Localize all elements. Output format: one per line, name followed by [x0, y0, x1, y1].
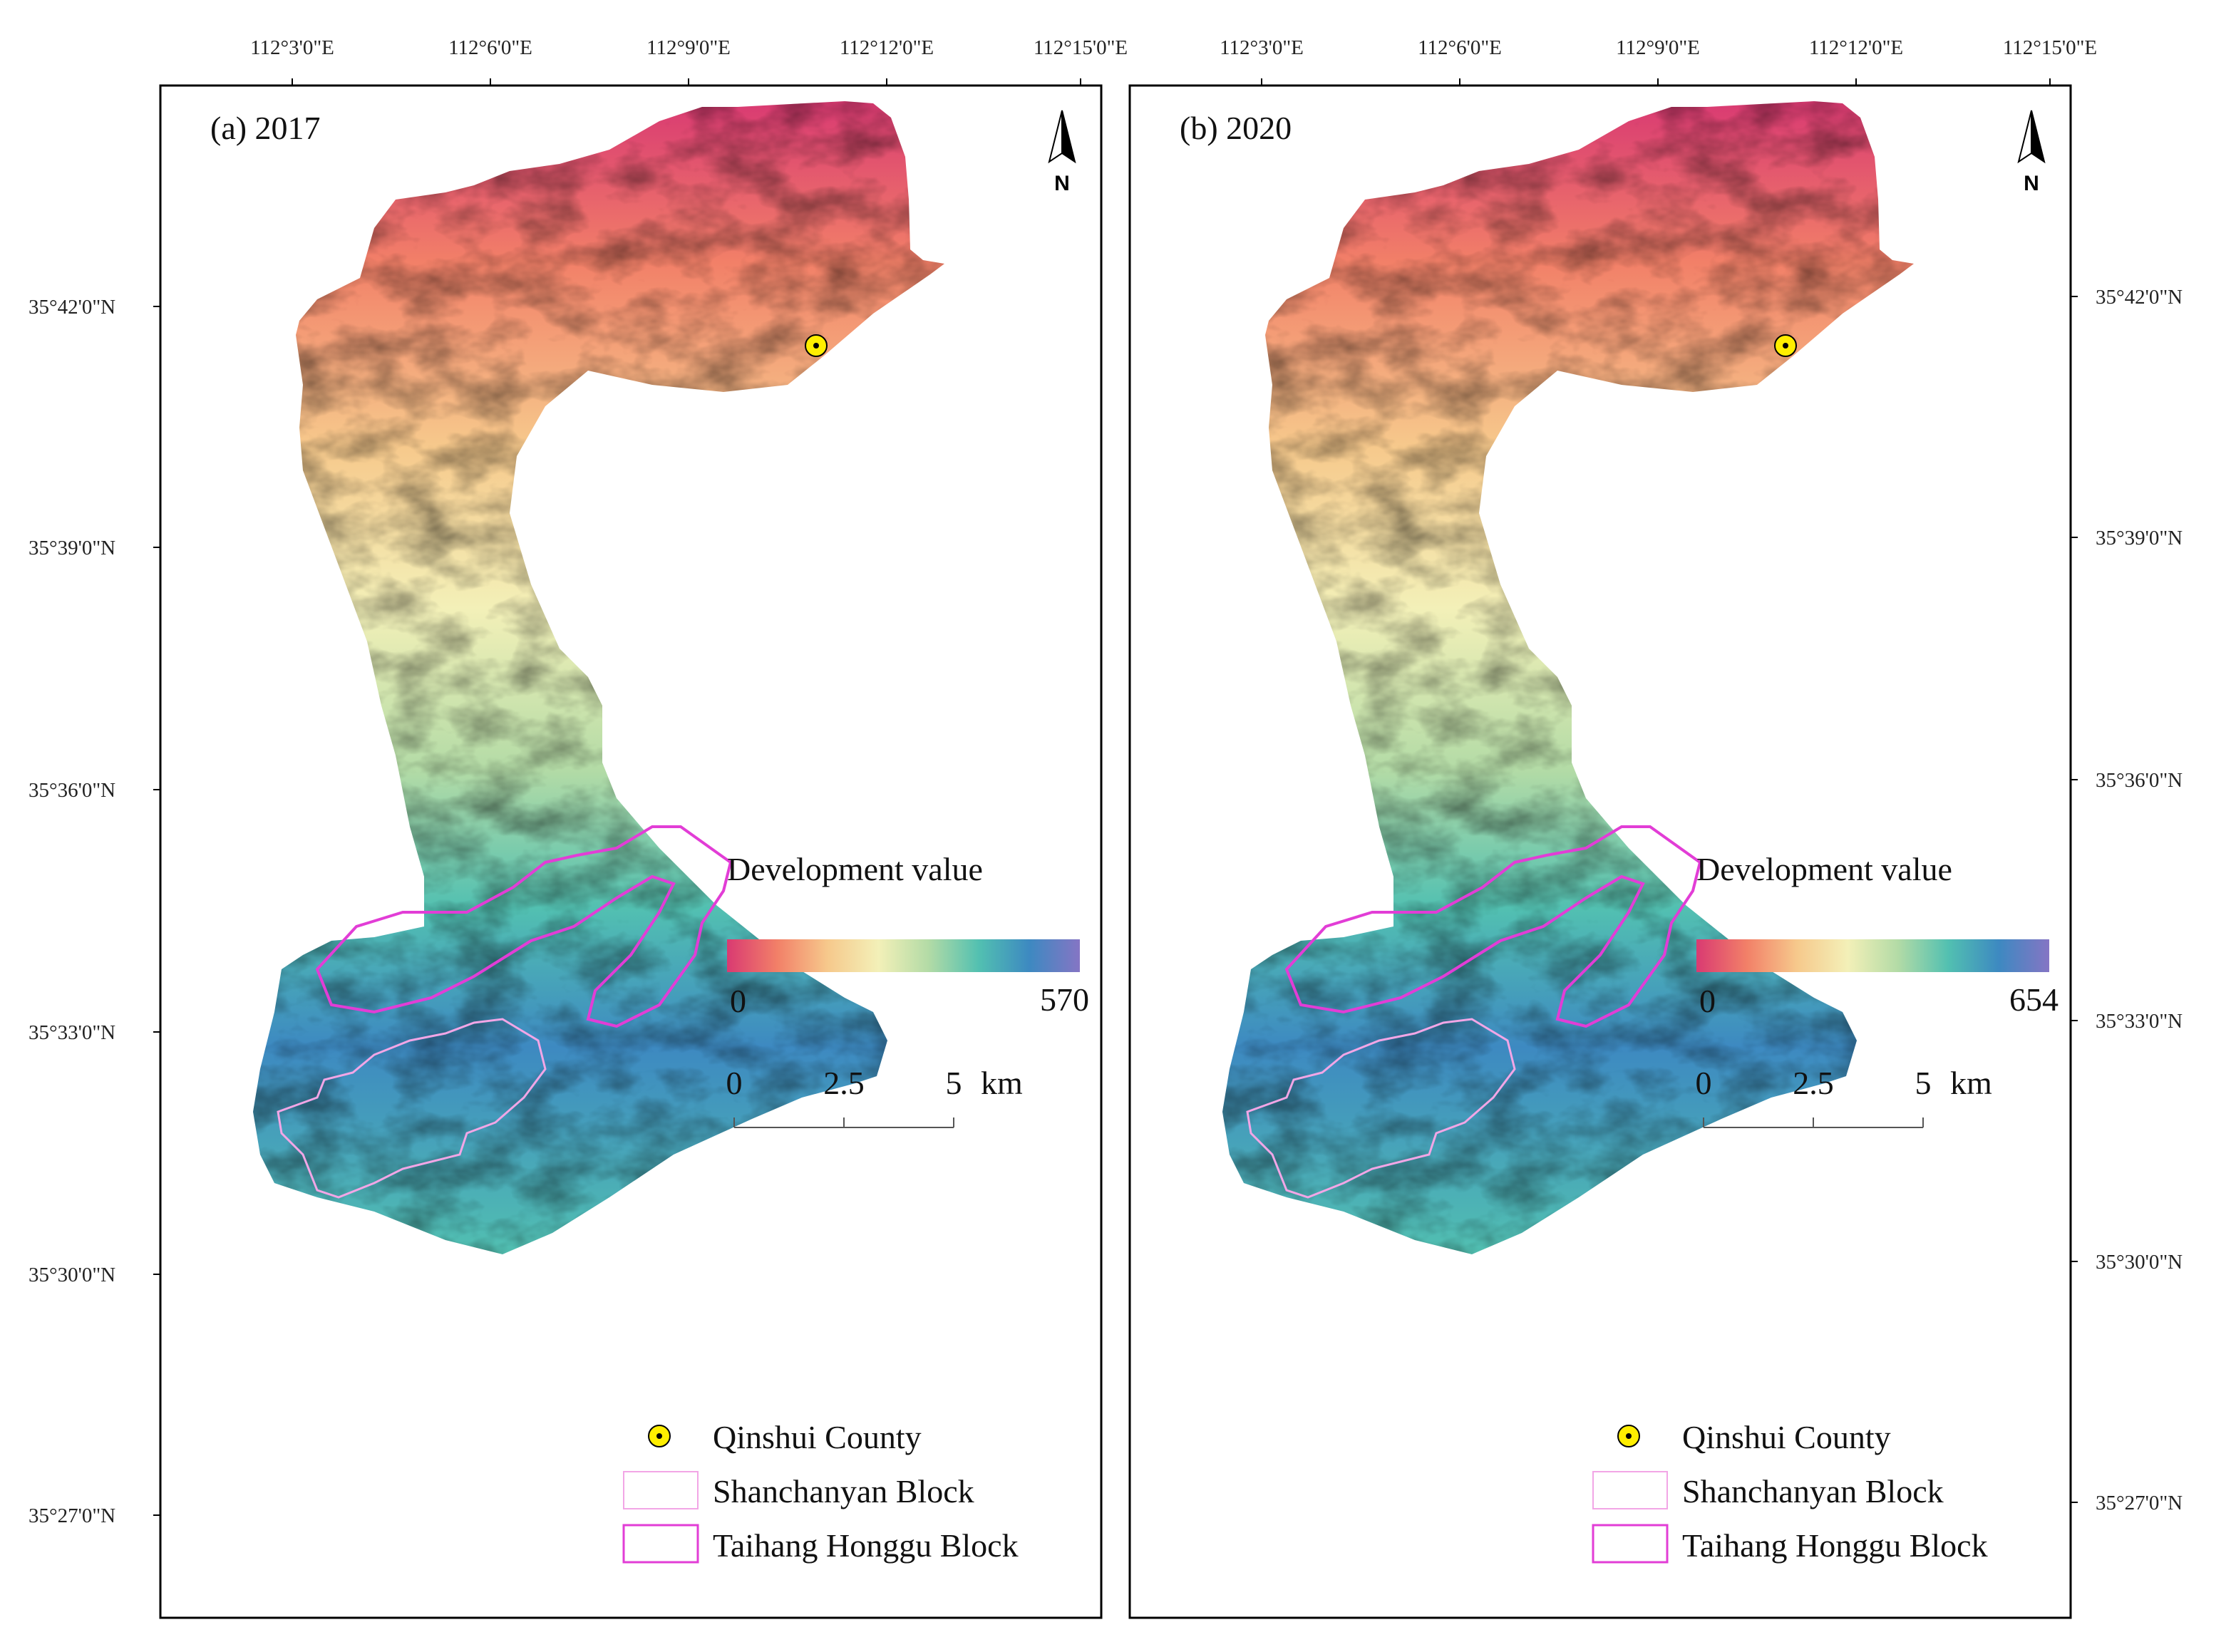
longitude-label: 112°3'0"E [1220, 36, 1304, 59]
north-arrow-icon: N [1048, 110, 1076, 195]
longitude-label: 112°9'0"E [1616, 36, 1700, 59]
scale-bar-label: 0 [1696, 1065, 1712, 1101]
development-value-colorbar [727, 939, 1080, 972]
latitude-label: 35°27'0"N [2096, 1492, 2183, 1514]
legend-shanchanyan-label: Shanchanyan Block [713, 1473, 974, 1509]
north-label: N [2024, 172, 2039, 195]
longitude-label: 112°3'0"E [250, 36, 334, 59]
legend-shanchanyan-label: Shanchanyan Block [1682, 1473, 1944, 1509]
scale-bar-unit: km [981, 1065, 1023, 1101]
longitude-label: 112°15'0"E [2003, 36, 2097, 59]
taihang-honggu-block-outline [315, 825, 733, 1028]
map-panel-2017: 112°3'0"E 112°6'0"E 112°9'0"E 112°12'0"E 112… [29, 36, 1128, 1619]
latitude-label: 35°36'0"N [29, 779, 115, 802]
north-arrow-icon: N [2017, 110, 2046, 195]
legend-county-symbol-dot [1626, 1433, 1632, 1439]
legend-shanchanyan-symbol [1592, 1471, 1668, 1509]
legend-shanchanyan-symbol [623, 1471, 699, 1509]
development-value-colorbar [1696, 939, 2049, 972]
scale-bar-label: 0 [726, 1065, 743, 1101]
taihang-honggu-block-outline [1284, 825, 1702, 1028]
legend-taihang-label: Taihang Honggu Block [1682, 1527, 1988, 1564]
legend-county-label: Qinshui County [713, 1419, 922, 1455]
map-panel-2020: 112°3'0"E 112°6'0"E 112°9'0"E 112°12'0"E 112… [1128, 36, 2183, 1619]
latitude-label: 35°33'0"N [29, 1021, 115, 1044]
longitude-label: 112°6'0"E [1418, 36, 1502, 59]
latitude-label: 35°30'0"N [29, 1264, 115, 1286]
scale-bar-label: 2.5 [823, 1065, 865, 1101]
scale-bar-label: 5 [1915, 1065, 1932, 1101]
longitude-label: 112°15'0"E [1034, 36, 1128, 59]
colorbar-min-label: 0 [730, 983, 746, 1019]
legend-title: Development value [727, 851, 983, 887]
legend-county-symbol-dot [656, 1433, 662, 1439]
legend-taihang-label: Taihang Honggu Block [713, 1527, 1019, 1564]
scale-bar-label: 5 [946, 1065, 962, 1101]
longitude-label: 112°12'0"E [1809, 36, 1903, 59]
latitude-label: 35°27'0"N [29, 1504, 115, 1527]
latitude-label: 35°42'0"N [29, 296, 115, 319]
colorbar-max-label: 570 [1040, 981, 1089, 1018]
shanchanyan-block-outline [277, 1018, 547, 1199]
legend-taihang-symbol [622, 1524, 699, 1564]
legend-taihang-symbol [1592, 1524, 1669, 1564]
latitude-label: 35°39'0"N [29, 537, 115, 559]
longitude-label: 112°9'0"E [646, 36, 731, 59]
latitude-label: 35°42'0"N [2096, 286, 2183, 309]
legend-title: Development value [1696, 851, 1952, 887]
latitude-label: 35°36'0"N [2096, 769, 2183, 792]
north-label: N [1054, 172, 1070, 195]
qinshui-county-marker-dot [1783, 343, 1788, 349]
panel-title: (b) 2020 [1180, 110, 1292, 146]
scale-bar-label: 2.5 [1793, 1065, 1834, 1101]
qinshui-county-marker-dot [813, 343, 819, 349]
latitude-label: 35°39'0"N [2096, 527, 2183, 549]
shanchanyan-block-outline [1246, 1018, 1516, 1199]
latitude-label: 35°33'0"N [2096, 1010, 2183, 1033]
legend-county-label: Qinshui County [1682, 1419, 1891, 1455]
longitude-label: 112°12'0"E [840, 36, 934, 59]
colorbar-max-label: 654 [2009, 981, 2059, 1018]
latitude-label: 35°30'0"N [2096, 1251, 2183, 1274]
panel-title: (a) 2017 [210, 110, 321, 146]
scale-bar-unit: km [1950, 1065, 1992, 1101]
colorbar-min-label: 0 [1699, 983, 1716, 1019]
longitude-label: 112°6'0"E [448, 36, 532, 59]
